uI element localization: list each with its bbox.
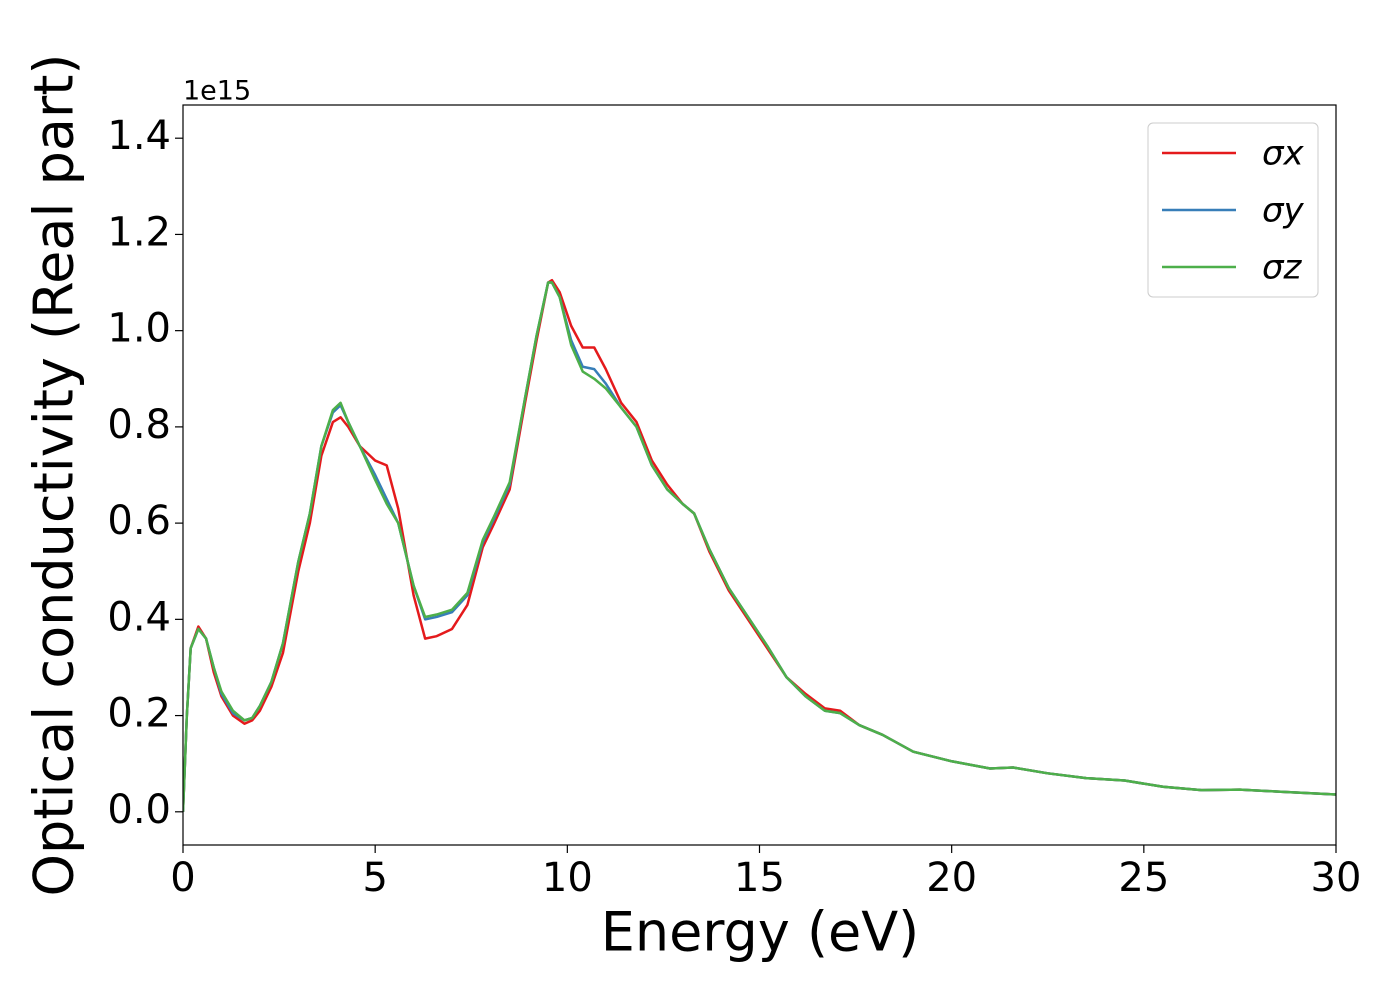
x-tick-label: 30 (1311, 855, 1362, 901)
y-tick-label: 0.6 (107, 498, 171, 544)
legend-label: σz (1262, 248, 1303, 288)
series-line (183, 281, 1336, 812)
x-tick-label: 15 (734, 855, 785, 901)
x-axis-label: Energy (eV) (601, 901, 920, 964)
y-tick-label: 0.4 (107, 594, 171, 640)
offset-text: 1e15 (183, 76, 251, 107)
y-axis-label: Optical conductivity (Real part) (23, 54, 86, 897)
x-tick-label: 5 (362, 855, 387, 901)
y-tick-label: 0.2 (107, 691, 171, 737)
y-tick-label: 1.4 (107, 113, 171, 159)
y-tick-label: 0.8 (107, 402, 171, 448)
series-line (183, 278, 1336, 812)
legend-label: σx (1262, 134, 1305, 174)
x-tick-label: 20 (926, 855, 977, 901)
x-tick-label: 0 (170, 855, 195, 901)
series-line (183, 281, 1336, 812)
y-tick-label: 1.2 (107, 209, 171, 255)
legend-label: σy (1262, 191, 1305, 231)
x-tick-label: 10 (542, 855, 593, 901)
x-tick-label: 25 (1118, 855, 1169, 901)
y-tick-label: 0.0 (107, 787, 171, 833)
plot-frame (182, 104, 1337, 846)
y-tick-label: 1.0 (107, 306, 171, 352)
